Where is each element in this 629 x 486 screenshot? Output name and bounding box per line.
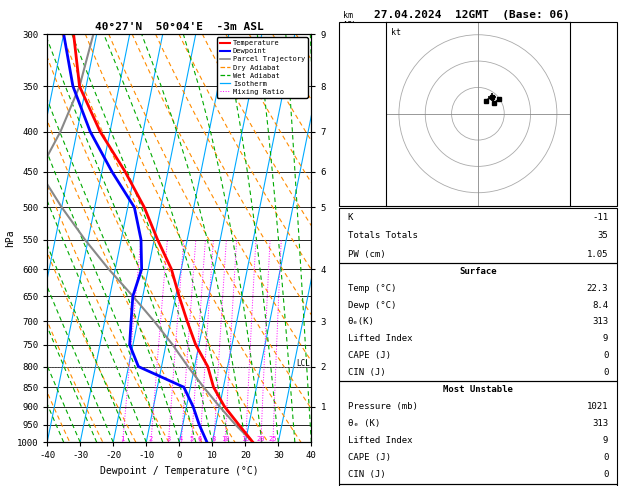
Text: Dewp (°C): Dewp (°C) [348, 301, 396, 310]
Text: CAPE (J): CAPE (J) [348, 453, 391, 462]
Text: 9: 9 [603, 436, 608, 445]
Text: CIN (J): CIN (J) [348, 470, 385, 480]
Bar [339, 21, 616, 206]
Text: 5: 5 [189, 436, 194, 442]
Text: 1: 1 [121, 436, 125, 442]
Text: θₑ(K): θₑ(K) [348, 317, 374, 327]
Text: kt: kt [391, 28, 401, 37]
Text: 4: 4 [179, 436, 184, 442]
Text: Totals Totals: Totals Totals [348, 231, 418, 240]
Text: Lifted Index: Lifted Index [348, 436, 412, 445]
Text: 25: 25 [269, 436, 277, 442]
Text: 22.3: 22.3 [587, 284, 608, 293]
Text: CAPE (J): CAPE (J) [348, 351, 391, 360]
Text: -11: -11 [592, 213, 608, 222]
Text: 8.4: 8.4 [592, 301, 608, 310]
Text: Lifted Index: Lifted Index [348, 334, 412, 343]
Bar [339, 381, 616, 484]
Text: 313: 313 [592, 419, 608, 428]
Y-axis label: hPa: hPa [5, 229, 15, 247]
Text: Most Unstable: Most Unstable [443, 385, 513, 394]
Y-axis label: km
ASL: km ASL [343, 11, 358, 30]
Bar [339, 208, 616, 263]
Text: 8: 8 [212, 436, 216, 442]
Text: 20: 20 [257, 436, 265, 442]
Text: 35: 35 [598, 231, 608, 240]
Text: 2: 2 [149, 436, 153, 442]
X-axis label: Dewpoint / Temperature (°C): Dewpoint / Temperature (°C) [100, 466, 259, 476]
Legend: Temperature, Dewpoint, Parcel Trajectory, Dry Adiabat, Wet Adiabat, Isotherm, Mi: Temperature, Dewpoint, Parcel Trajectory… [217, 37, 308, 98]
Text: K: K [348, 213, 353, 222]
Text: 0: 0 [603, 470, 608, 480]
Text: Surface: Surface [459, 267, 497, 276]
Text: 15: 15 [242, 436, 250, 442]
Text: 0: 0 [603, 368, 608, 377]
Text: Temp (°C): Temp (°C) [348, 284, 396, 293]
Text: 6: 6 [198, 436, 203, 442]
Title: 40°27'N  50°04'E  -3m ASL: 40°27'N 50°04'E -3m ASL [95, 22, 264, 32]
Text: 313: 313 [592, 317, 608, 327]
Text: 1.05: 1.05 [587, 250, 608, 259]
Text: 3: 3 [166, 436, 170, 442]
Bar [339, 263, 616, 381]
Text: LCL: LCL [296, 359, 309, 368]
Text: 0: 0 [603, 351, 608, 360]
Text: 10: 10 [221, 436, 229, 442]
Text: 9: 9 [603, 334, 608, 343]
Text: Pressure (mb): Pressure (mb) [348, 402, 418, 411]
Text: 1021: 1021 [587, 402, 608, 411]
Bar [339, 484, 616, 486]
Text: CIN (J): CIN (J) [348, 368, 385, 377]
Text: PW (cm): PW (cm) [348, 250, 385, 259]
Text: θₑ (K): θₑ (K) [348, 419, 380, 428]
Text: 27.04.2024  12GMT  (Base: 06): 27.04.2024 12GMT (Base: 06) [374, 10, 570, 19]
Text: 0: 0 [603, 453, 608, 462]
